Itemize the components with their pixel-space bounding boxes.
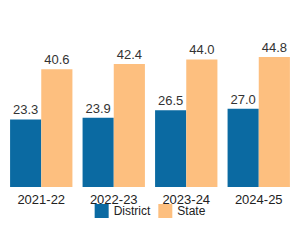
svg-text:40.6: 40.6: [44, 52, 69, 67]
svg-text:2022-23: 2022-23: [89, 192, 138, 207]
svg-text:2021-22: 2021-22: [17, 192, 65, 207]
svg-text:44.8: 44.8: [262, 40, 287, 55]
svg-text:2024-25: 2024-25: [235, 192, 283, 207]
svg-text:23.3: 23.3: [13, 102, 38, 117]
svg-text:27.0: 27.0: [231, 92, 256, 107]
svg-text:23.9: 23.9: [86, 101, 111, 116]
svg-text:2023-24: 2023-24: [162, 192, 211, 207]
svg-text:State: State: [177, 204, 205, 218]
svg-text:District: District: [114, 204, 151, 218]
svg-text:42.4: 42.4: [117, 47, 142, 62]
svg-text:26.5: 26.5: [158, 93, 183, 108]
svg-text:44.0: 44.0: [189, 42, 214, 57]
